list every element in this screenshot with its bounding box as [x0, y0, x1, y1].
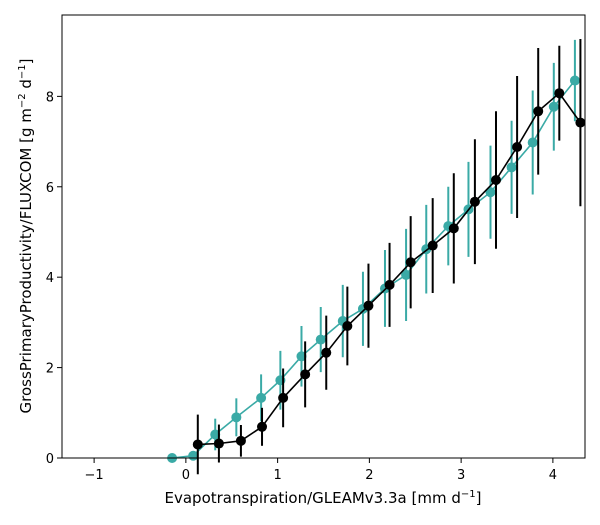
data-point [315, 334, 326, 345]
data-point [533, 106, 544, 117]
data-point [527, 137, 538, 148]
data-point [569, 75, 580, 86]
x-tick-label: 4 [549, 468, 557, 483]
data-point [384, 279, 395, 290]
data-point [548, 101, 559, 112]
x-axis-title: Evapotranspiration/GLEAMv3.3a [mm d−1] [165, 489, 482, 507]
plot-area [167, 38, 586, 475]
x-tick-label: 3 [457, 468, 465, 483]
series-line [172, 79, 576, 459]
data-point [257, 421, 268, 432]
data-point [448, 223, 459, 234]
data-point [192, 439, 203, 450]
series-1 [192, 38, 586, 475]
data-point [256, 392, 267, 403]
data-point [490, 174, 501, 185]
data-point [231, 412, 242, 423]
y-tick-label: 6 [46, 181, 54, 196]
y-tick-label: 0 [46, 452, 54, 467]
data-point [554, 88, 565, 99]
data-point [210, 429, 221, 440]
data-point [485, 187, 496, 198]
data-point [363, 300, 374, 311]
data-point [427, 240, 438, 251]
x-tick-label: 2 [365, 468, 373, 483]
data-point [506, 162, 517, 173]
data-point [575, 117, 586, 128]
y-tick-label: 4 [46, 271, 54, 286]
data-point [342, 321, 353, 332]
data-point [469, 196, 480, 207]
y-tick-label: 8 [46, 90, 54, 105]
plot-frame [61, 14, 586, 459]
data-point [296, 351, 307, 362]
data-point [405, 257, 416, 268]
data-point [512, 141, 523, 152]
data-point [188, 450, 199, 461]
data-point [235, 435, 246, 446]
x-tick-label: 0 [182, 468, 190, 483]
x-tick-label: −1 [85, 468, 104, 483]
data-point [300, 369, 311, 380]
y-axis-title: GrossPrimaryProductivity/FLUXCOM [g m−2 … [17, 58, 35, 413]
data-point [321, 347, 332, 358]
y-axis: 0 2 4 6 8 [46, 90, 62, 467]
data-point [401, 269, 412, 280]
y-tick-label: 2 [46, 362, 54, 377]
data-point [278, 392, 289, 403]
x-axis: −1 0 1 2 3 4 [85, 458, 557, 483]
data-point [213, 438, 224, 449]
x-tick-label: 1 [273, 468, 281, 483]
